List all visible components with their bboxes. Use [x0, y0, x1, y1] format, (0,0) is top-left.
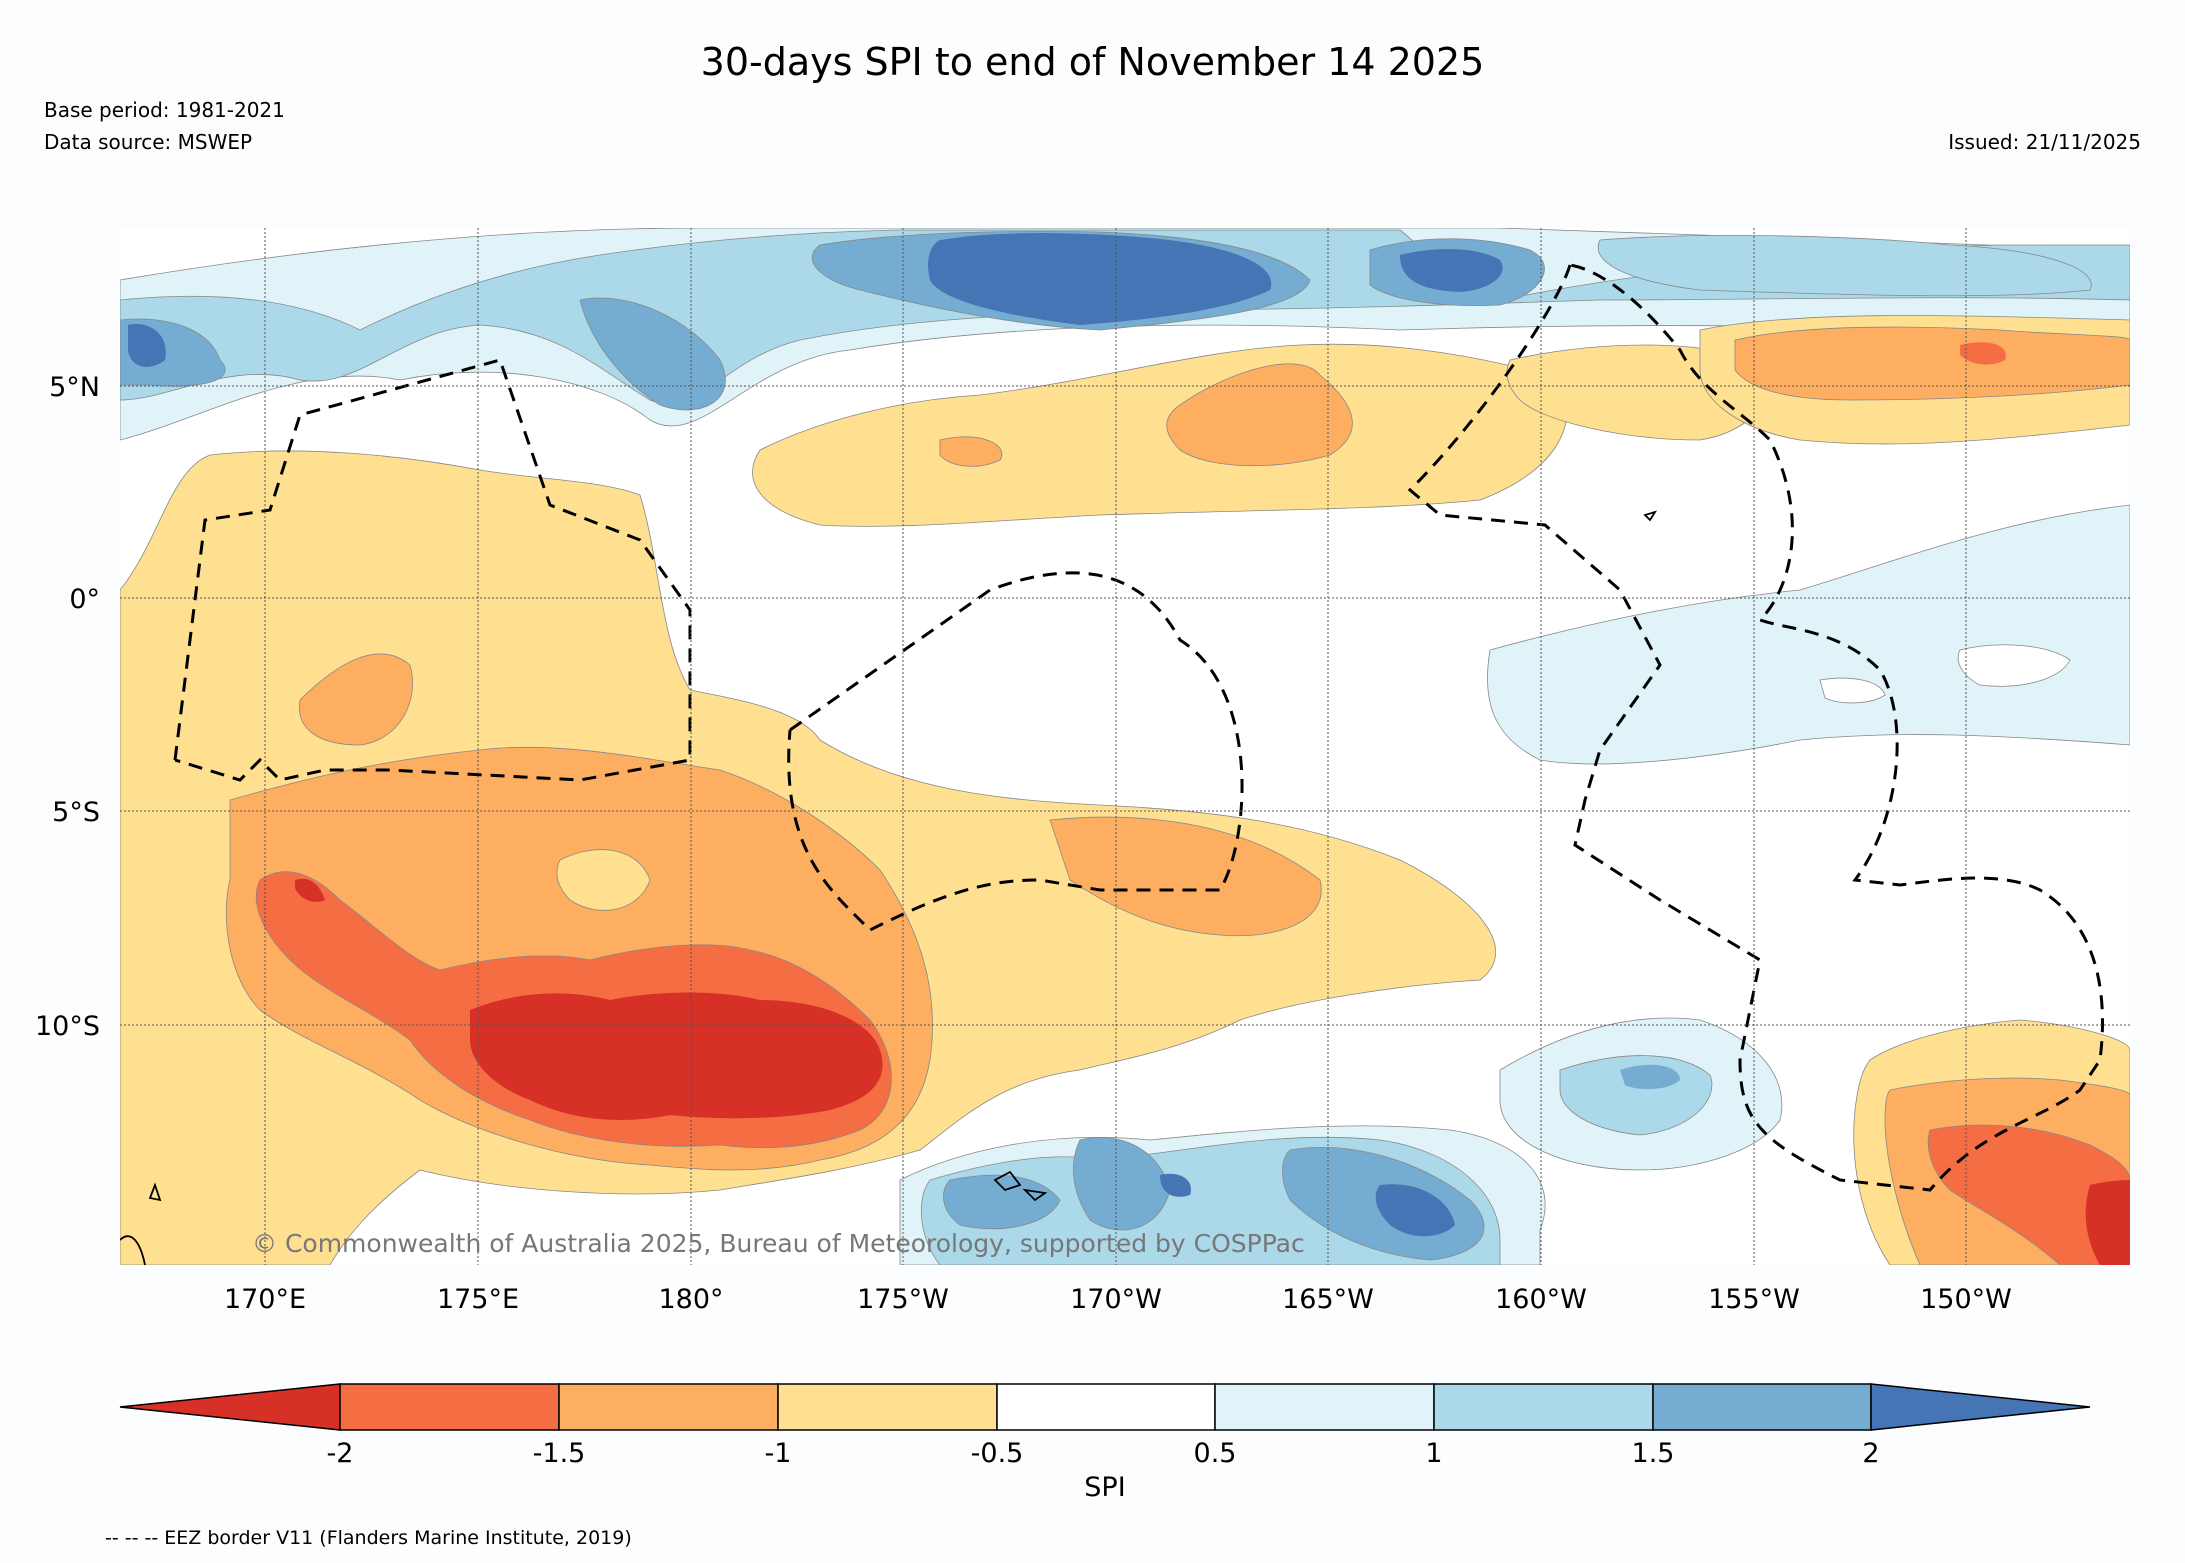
- lat-label: 5°S: [52, 797, 100, 828]
- colorbar-tick-label: -1: [765, 1438, 792, 1469]
- colorbar-tick-label: 0.5: [1194, 1438, 1237, 1469]
- wet-patch-east: [1487, 504, 2130, 765]
- colorbar-ticks: -2 -1.5 -1 -0.5 0.5 1 1.5 2: [327, 1438, 1880, 1469]
- lon-label: 175°W: [857, 1284, 949, 1315]
- lon-label: 170°W: [1070, 1284, 1162, 1315]
- colorbar-segment: [996, 1383, 1216, 1431]
- lon-label: 150°W: [1920, 1284, 2012, 1315]
- lon-label: 180°: [658, 1284, 723, 1315]
- lat-label: 0°: [69, 584, 100, 615]
- colorbar-tick-label: 2: [1862, 1438, 1879, 1469]
- dry-region-southeast: [1853, 1019, 2130, 1265]
- lon-label: 160°W: [1495, 1284, 1587, 1315]
- data-source-text: Data source: MSWEP: [44, 130, 253, 154]
- dry-band-north: [752, 315, 2130, 527]
- eez-legend-note: -- -- -- EEZ border V11 (Flanders Marine…: [105, 1527, 632, 1549]
- colorbar-tick-label: 1.5: [1632, 1438, 1675, 1469]
- island-outlines: [120, 510, 1658, 1265]
- spi-field: [120, 228, 2130, 1265]
- colorbar-tick-label: -1.5: [533, 1438, 586, 1469]
- issued-date-text: Issued: 21/11/2025: [1948, 130, 2141, 154]
- lon-label: 175°E: [437, 1284, 519, 1315]
- base-period-text: Base period: 1981-2021: [44, 98, 285, 122]
- copyright-notice: © Commonwealth of Australia 2025, Bureau…: [252, 1229, 1305, 1258]
- dry-region-west: [120, 450, 1497, 1265]
- colorbar-segment: [1214, 1383, 1435, 1431]
- page-title: 30-days SPI to end of November 14 2025: [700, 40, 1485, 84]
- wet-band-north: [120, 228, 2130, 441]
- lat-label: 10°S: [35, 1011, 100, 1042]
- colorbar-segment: [558, 1383, 779, 1431]
- wet-band-south: [899, 1017, 1783, 1265]
- graticule: [120, 228, 2130, 1265]
- longitude-labels: 170°E 175°E 180° 175°W 170°W 165°W 160°W 155°W 1…: [224, 1284, 2012, 1315]
- colorbar-segment: [777, 1383, 998, 1431]
- lon-label: 170°E: [224, 1284, 306, 1315]
- colorbar-segment: [1652, 1383, 1872, 1431]
- lon-label: 155°W: [1708, 1284, 1800, 1315]
- colorbar-segments: [119, 1383, 2091, 1431]
- eez-borders: [173, 263, 2104, 1192]
- colorbar-segment: [1433, 1383, 1654, 1431]
- colorbar-tick-label: -2: [327, 1438, 354, 1469]
- colorbar-label: SPI: [1084, 1472, 1125, 1503]
- colorbar-tick-label: 1: [1425, 1438, 1442, 1469]
- lon-label: 165°W: [1282, 1284, 1374, 1315]
- colorbar-segment: [339, 1383, 560, 1431]
- lat-label: 5°N: [49, 372, 100, 403]
- latitude-labels: 5°N 0° 5°S 10°S: [35, 372, 100, 1042]
- colorbar-extend-low: [119, 1383, 341, 1431]
- colorbar-tick-label: -0.5: [971, 1438, 1024, 1469]
- colorbar-extend-high: [1870, 1383, 2091, 1431]
